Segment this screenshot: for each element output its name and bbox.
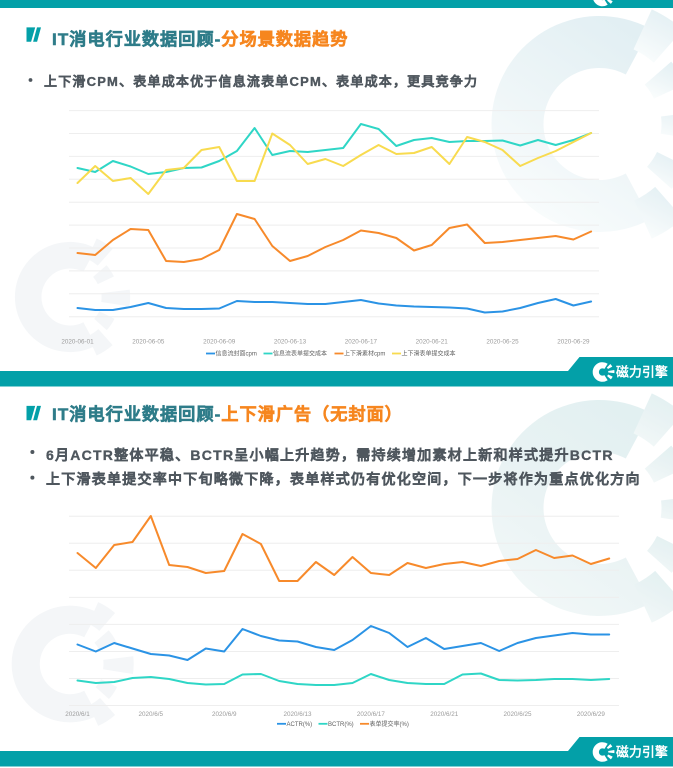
svg-text:2020/6/13: 2020/6/13 bbox=[283, 711, 312, 718]
svg-text:2020/6/1: 2020/6/1 bbox=[65, 711, 90, 718]
svg-text:2020-06-17: 2020-06-17 bbox=[345, 339, 378, 346]
svg-text:ACTR(%): ACTR(%) bbox=[287, 722, 313, 728]
svg-text:2020-06-05: 2020-06-05 bbox=[132, 339, 165, 346]
svg-text:2020/6/29: 2020/6/29 bbox=[577, 711, 606, 718]
svg-text:上下滑素材cpm: 上下滑素材cpm bbox=[344, 350, 385, 358]
svg-text:2020-06-29: 2020-06-29 bbox=[557, 339, 590, 346]
svg-text:2020-06-13: 2020-06-13 bbox=[274, 339, 307, 346]
svg-text:2020/6/21: 2020/6/21 bbox=[430, 711, 459, 718]
svg-text:2020/6/17: 2020/6/17 bbox=[357, 711, 386, 718]
svg-text:2020/6/25: 2020/6/25 bbox=[503, 711, 532, 718]
svg-text:磁力引擎: 磁力引擎 bbox=[616, 365, 668, 380]
svg-text:2020/6/5: 2020/6/5 bbox=[139, 711, 164, 718]
svg-text:信息流封面cpm: 信息流封面cpm bbox=[216, 350, 257, 358]
svg-text:信息流表单提交成本: 信息流表单提交成本 bbox=[273, 350, 327, 358]
svg-text:表单提交率(%): 表单提交率(%) bbox=[370, 720, 409, 728]
svg-text:上下滑表单提交成本: 上下滑表单提交成本 bbox=[402, 350, 456, 358]
svg-text:BCTR(%): BCTR(%) bbox=[328, 722, 354, 728]
svg-text:2020-06-25: 2020-06-25 bbox=[486, 339, 519, 346]
svg-text:2020/6/9: 2020/6/9 bbox=[212, 711, 237, 718]
svg-text:2020-06-01: 2020-06-01 bbox=[61, 339, 94, 346]
svg-text:2020-06-09: 2020-06-09 bbox=[203, 339, 236, 346]
svg-text:磁力引擎: 磁力引擎 bbox=[616, 745, 668, 760]
svg-text:2020-06-21: 2020-06-21 bbox=[416, 339, 449, 346]
